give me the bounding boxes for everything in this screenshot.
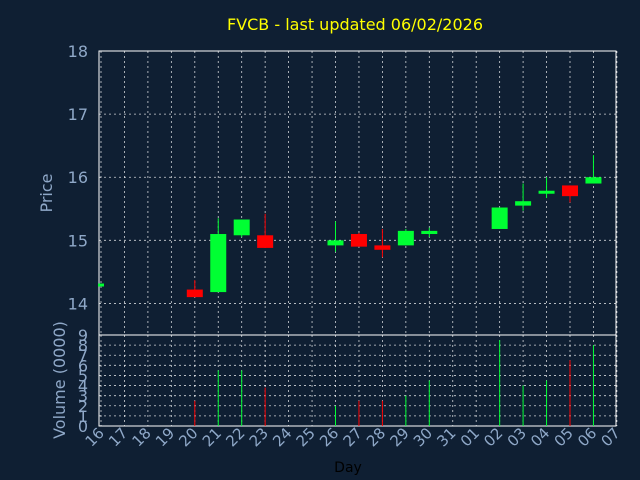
price-tick-label: 17 — [68, 105, 88, 124]
x-tick-label: 28 — [363, 424, 389, 450]
candle-body — [327, 240, 344, 246]
grid-lines — [99, 51, 618, 426]
candle-body — [585, 177, 602, 184]
candles — [98, 155, 602, 298]
volume-tick-label: 3 — [78, 387, 88, 406]
price-tick-label: 15 — [68, 231, 88, 250]
x-tick-label: 21 — [199, 424, 225, 450]
candle-body — [562, 185, 578, 197]
price-axis-label: Price — [37, 173, 56, 212]
candle-body — [98, 283, 104, 287]
x-tick-label: 17 — [105, 424, 131, 450]
candle-body — [397, 230, 414, 246]
volume-axis-label: Volume (0000) — [50, 321, 69, 439]
x-tick-label: 19 — [152, 424, 178, 450]
x-axis: 1617181920212223242526272829303101020304… — [82, 424, 624, 450]
x-tick-label: 06 — [574, 424, 600, 450]
price-y-axis: 14 15 16 17 18 — [68, 42, 88, 313]
volume-tick-label: 0 — [78, 417, 88, 436]
price-tick-label: 16 — [68, 168, 88, 187]
x-axis-label: Day — [334, 460, 362, 476]
x-tick-label: 30 — [410, 424, 436, 450]
volume-tick-label: 7 — [78, 346, 88, 365]
candle-body — [374, 245, 391, 250]
volume-tick-label: 5 — [78, 366, 88, 385]
candle-body — [186, 289, 203, 298]
volume-tick-label: 4 — [78, 377, 88, 396]
x-tick-label: 05 — [551, 424, 577, 450]
x-tick-label: 18 — [128, 424, 154, 450]
x-tick-label: 02 — [480, 424, 506, 450]
candle-body — [233, 219, 250, 236]
x-tick-label: 20 — [175, 424, 201, 450]
candle-body — [515, 201, 532, 206]
candle-body — [210, 234, 227, 293]
price-panel-frame — [98, 50, 617, 336]
candle-body — [257, 235, 274, 248]
candle-body — [538, 190, 555, 194]
volume-tick-label: 2 — [78, 397, 88, 416]
x-tick-label: 29 — [386, 424, 412, 450]
chart-title: FVCB - last updated 06/02/2026 — [227, 15, 483, 34]
volume-tick-label: 8 — [78, 336, 88, 355]
volume-tick-label: 9 — [78, 326, 88, 345]
x-tick-label: 31 — [433, 424, 459, 450]
x-tick-label: 27 — [340, 424, 366, 450]
volume-panel-frame — [98, 334, 617, 427]
x-tick-label: 22 — [222, 424, 248, 450]
volume-tick-label: 6 — [78, 356, 88, 375]
x-tick-label: 26 — [316, 424, 342, 450]
volume-tick-label: 1 — [78, 407, 88, 426]
x-tick-label: 25 — [293, 424, 319, 450]
candle-body — [491, 207, 508, 229]
x-tick-label: 04 — [527, 424, 553, 450]
candle-body — [350, 234, 367, 247]
price-tick-label: 18 — [68, 42, 88, 61]
candle-body — [421, 230, 438, 235]
x-tick-label: 23 — [246, 424, 272, 450]
x-tick-label: 01 — [457, 424, 483, 450]
x-tick-label: 03 — [504, 424, 530, 450]
price-tick-label: 14 — [68, 294, 88, 313]
x-tick-label: 07 — [597, 424, 623, 450]
volume-bars — [194, 340, 594, 426]
x-tick-label: 24 — [269, 424, 295, 450]
